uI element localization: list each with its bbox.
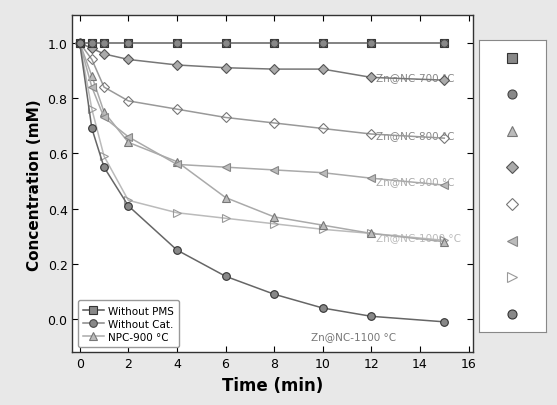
Text: Zn@NC-1000 °C: Zn@NC-1000 °C (376, 233, 461, 243)
Legend: Without PMS, Without Cat., NPC-900 °C: Without PMS, Without Cat., NPC-900 °C (77, 301, 179, 347)
X-axis label: Time (min): Time (min) (222, 376, 324, 394)
Y-axis label: Concentration (mM): Concentration (mM) (27, 99, 42, 270)
Text: Zn@NC-900 °C: Zn@NC-900 °C (376, 177, 455, 187)
Text: Zn@NC-700 °C: Zn@NC-700 °C (376, 73, 455, 83)
Text: Zn@NC-1100 °C: Zn@NC-1100 °C (311, 331, 395, 341)
Text: Zn@NC-800 °C: Zn@NC-800 °C (376, 131, 455, 141)
